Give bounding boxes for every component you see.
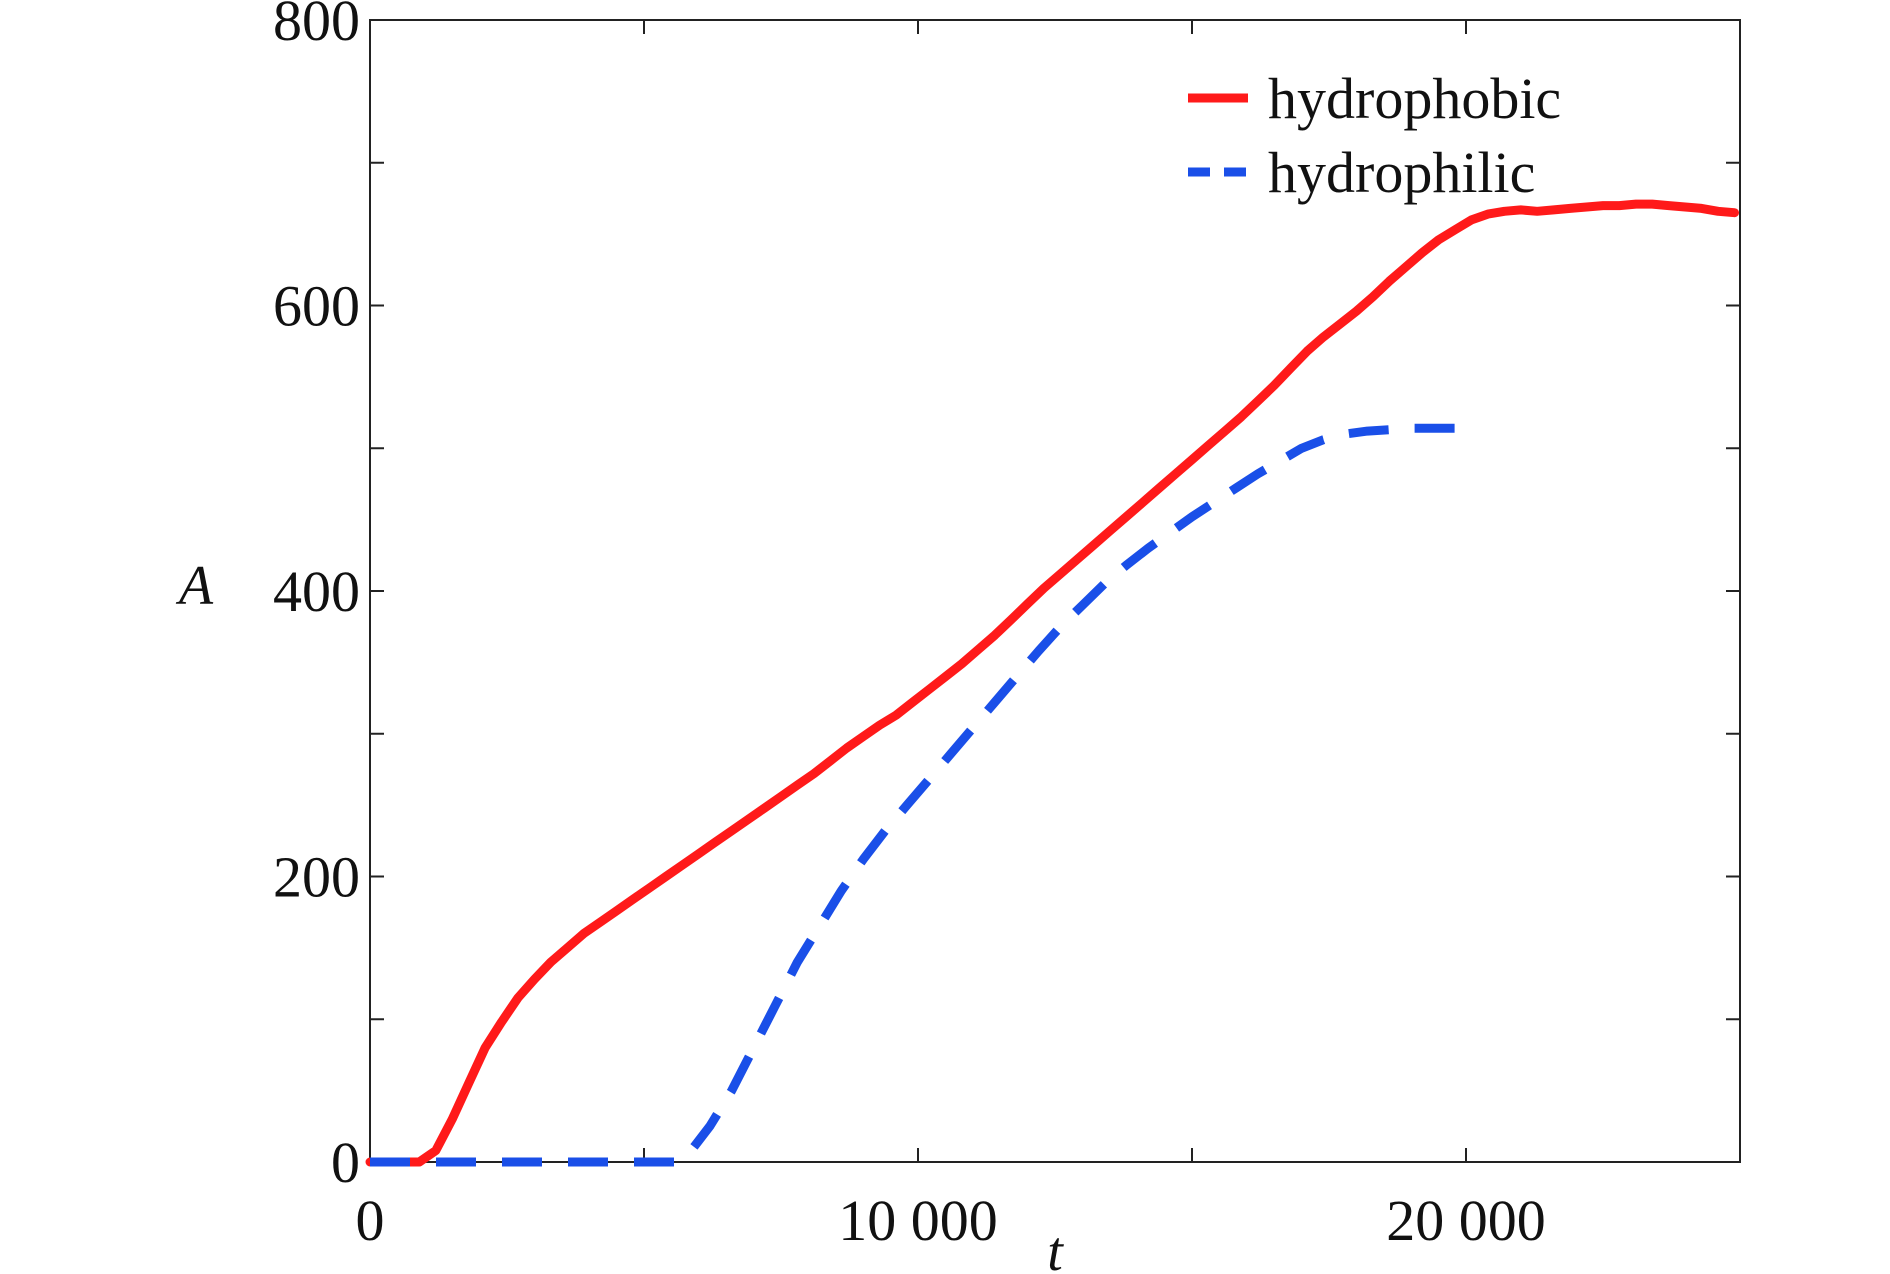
- x-axis-label: t: [1047, 1221, 1064, 1274]
- legend: hydrophobic hydrophilic: [1188, 66, 1561, 205]
- x-tick-label: 10 000: [838, 1188, 998, 1253]
- series-layer: [365, 199, 1739, 1167]
- y-tick-label: 800: [273, 0, 360, 53]
- axis-ticks: [369, 19, 1740, 1163]
- y-tick-label: 600: [273, 274, 360, 339]
- y-tick-label: 400: [273, 559, 360, 624]
- axis-tick-labels: 0 10 000 20 000 0 200 400 600 800: [273, 0, 1546, 1253]
- series-line-hydrophilic: [370, 423, 1455, 1167]
- y-axis-label: A: [175, 555, 214, 617]
- x-tick-label: 20 000: [1386, 1188, 1546, 1253]
- legend-label-hydrophilic: hydrophilic: [1268, 140, 1535, 205]
- y-tick-label: 200: [273, 845, 360, 910]
- series-line-hydrophobic: [365, 199, 1739, 1167]
- legend-label-hydrophobic: hydrophobic: [1268, 66, 1561, 131]
- y-tick-label: 0: [331, 1130, 360, 1195]
- x-tick-label: 0: [356, 1188, 385, 1253]
